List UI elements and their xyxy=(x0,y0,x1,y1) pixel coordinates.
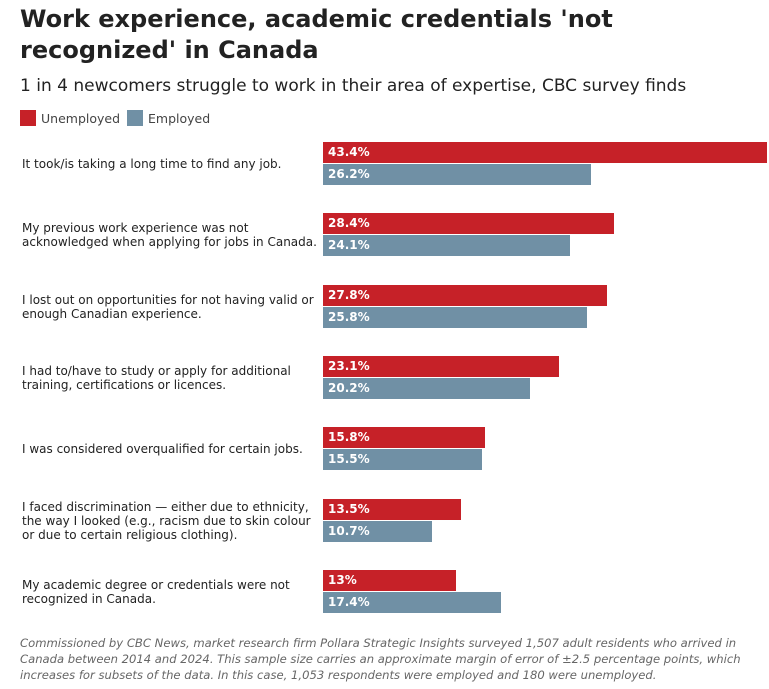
data-label: 20.2% xyxy=(328,380,370,395)
data-label: 28.4% xyxy=(328,216,370,231)
footnote: Commissioned by CBC News, market researc… xyxy=(20,636,741,682)
bar-employed: 25.8% xyxy=(323,306,587,328)
data-label: 15.8% xyxy=(328,430,370,445)
data-label: 13% xyxy=(328,572,357,587)
bar-unemployed: 23.1% xyxy=(323,355,560,377)
data-label: 25.8% xyxy=(328,309,370,324)
bar-unemployed: 28.4% xyxy=(323,213,614,235)
bar-unemployed: 27.8% xyxy=(323,284,608,306)
bar-unemployed: 15.8% xyxy=(323,427,485,449)
data-label: 10.7% xyxy=(328,523,370,538)
legend-swatch-unemployed xyxy=(20,110,36,126)
legend: Unemployed Employed xyxy=(20,110,217,126)
legend-item-unemployed: Unemployed xyxy=(20,110,120,126)
category-label: I lost out on opportunities for not havi… xyxy=(22,292,314,321)
bar-employed: 20.2% xyxy=(323,377,530,399)
data-label: 17.4% xyxy=(328,594,370,609)
legend-label: Unemployed xyxy=(41,110,121,126)
category-label: It took/is taking a long time to find an… xyxy=(22,157,282,171)
legend-swatch-employed xyxy=(127,110,144,126)
bar-unemployed: 13% xyxy=(323,569,456,591)
data-label: 43.4% xyxy=(328,145,370,159)
chart-subtitle: 1 in 4 newcomers struggle to work in the… xyxy=(20,76,687,96)
category-label: I had to/have to study or apply for addi… xyxy=(22,363,291,392)
bar-unemployed: 43.4% xyxy=(323,142,767,163)
data-label: 27.8% xyxy=(328,287,370,302)
data-label: 23.1% xyxy=(328,358,370,373)
bar-employed: 24.1% xyxy=(323,235,570,257)
category-label: My previous work experience was not ackn… xyxy=(22,221,317,250)
data-label: 15.5% xyxy=(328,452,370,467)
legend-label: Employed xyxy=(148,110,211,126)
category-label: I faced discrimination — either due to e… xyxy=(22,499,311,542)
category-label: My academic degree or credentials were n… xyxy=(22,577,290,606)
bar-employed: 10.7% xyxy=(323,520,433,542)
bar-employed: 15.5% xyxy=(323,449,482,471)
data-label: 13.5% xyxy=(328,501,370,516)
bar-employed: 26.2% xyxy=(323,164,592,185)
data-label: 24.1% xyxy=(328,238,370,253)
chart-title: Work experience, academic credentials 'n… xyxy=(20,5,613,64)
bar-unemployed: 13.5% xyxy=(323,498,462,520)
data-label: 26.2% xyxy=(328,167,370,181)
bar-employed: 17.4% xyxy=(323,591,501,613)
category-label: I was considered overqualified for certa… xyxy=(22,442,303,457)
legend-item-employed: Employed xyxy=(127,110,210,126)
